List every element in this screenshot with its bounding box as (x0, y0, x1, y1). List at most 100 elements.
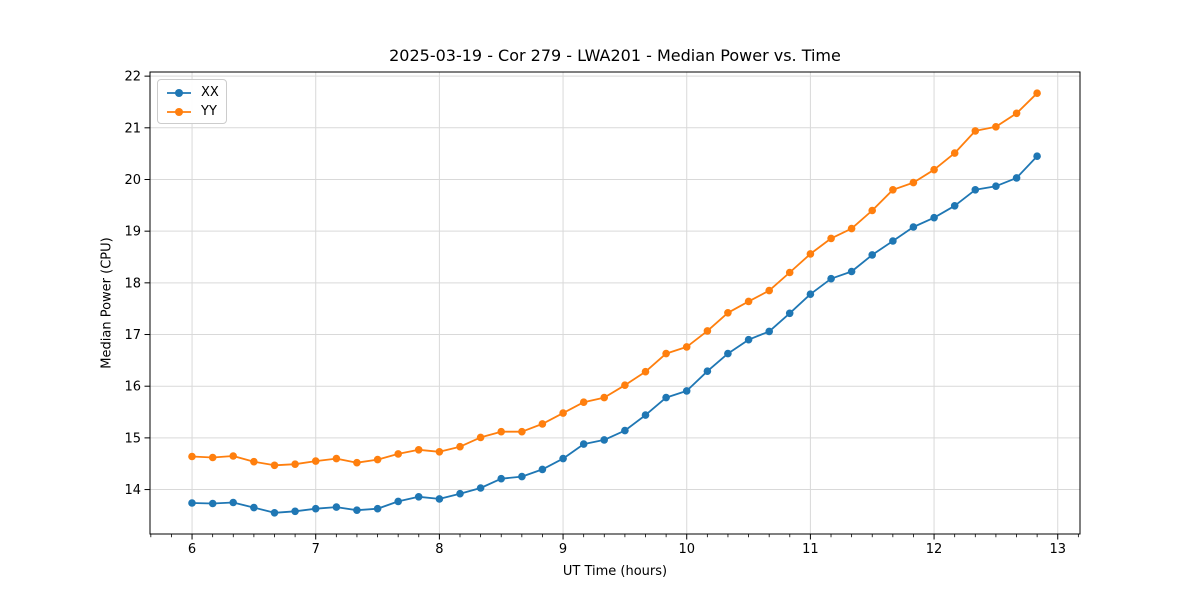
legend-label-yy: YY (201, 104, 217, 119)
legend-entry-yy: YY (164, 102, 226, 121)
data-point-YY (682, 343, 691, 351)
data-point-XX (456, 489, 464, 498)
data-point-XX (909, 223, 918, 231)
data-point-YY (950, 149, 959, 157)
data-point-YY (1012, 109, 1021, 118)
y-tick-label: 19 (124, 225, 141, 240)
data-point-YY (785, 268, 794, 277)
y-tick-label: 21 (124, 121, 141, 136)
data-point-XX (188, 499, 196, 507)
data-point-XX (559, 454, 567, 463)
y-axis-label: Median Power (CPU) (99, 237, 115, 369)
data-point-XX (641, 411, 650, 419)
y-tick-label: 16 (124, 380, 141, 395)
data-point-XX (476, 484, 485, 492)
data-point-YY (250, 457, 258, 466)
data-point-XX (950, 202, 959, 210)
plot-frame (149, 71, 1081, 535)
data-point-XX (662, 393, 670, 402)
data-point-XX (703, 367, 712, 376)
legend-line-marker-icon (167, 88, 191, 97)
data-point-YY (229, 452, 237, 460)
data-point-YY (621, 381, 629, 390)
data-point-YY (311, 457, 320, 465)
data-point-YY (765, 286, 773, 295)
data-point-XX (394, 497, 403, 506)
series-XX (188, 152, 1041, 517)
data-point-XX (311, 504, 320, 513)
data-point-XX (992, 182, 1000, 190)
data-point-YY (992, 123, 1000, 131)
data-point-YY (827, 234, 835, 243)
data-point-XX (930, 213, 938, 222)
data-point-YY (291, 460, 299, 469)
data-point-XX (724, 349, 732, 358)
y-tick-label: 18 (124, 276, 141, 291)
data-point-YY (971, 127, 980, 135)
data-point-XX (518, 472, 526, 481)
data-point-XX (806, 290, 815, 299)
data-point-YY (208, 453, 217, 462)
data-point-YY (538, 420, 547, 428)
data-point-XX (971, 186, 980, 194)
data-point-YY (414, 446, 423, 454)
data-point-YY (270, 461, 279, 470)
data-point-YY (909, 178, 918, 187)
data-point-XX (270, 509, 279, 517)
grid (150, 72, 1080, 534)
data-point-XX (414, 493, 423, 501)
legend: XX YY (157, 79, 227, 124)
data-point-YY (600, 393, 608, 402)
data-point-XX (229, 498, 237, 507)
x-tick-label: 9 (559, 542, 567, 557)
series-line-YY (191, 92, 1038, 467)
data-point-XX (497, 474, 506, 483)
data-point-XX (579, 440, 588, 448)
data-point-YY (1033, 89, 1041, 97)
data-point-YY (188, 452, 196, 461)
data-point-XX (682, 387, 691, 395)
legend-entry-xx: XX (164, 83, 226, 102)
data-point-XX (621, 426, 629, 435)
data-point-XX (889, 237, 897, 245)
data-point-YY (662, 349, 670, 358)
data-point-XX (435, 495, 444, 503)
data-point-XX (744, 335, 753, 344)
data-point-XX (250, 503, 258, 512)
chart-title: 2025-03-19 - Cor 279 - LWA201 - Median P… (389, 46, 841, 65)
data-point-YY (703, 327, 712, 335)
x-tick-label: 10 (678, 542, 695, 557)
data-point-XX (868, 251, 876, 259)
data-point-YY (744, 297, 753, 306)
data-point-XX (208, 499, 217, 508)
data-point-XX (765, 327, 773, 336)
data-point-XX (1012, 174, 1021, 182)
y-tick-label: 17 (124, 328, 141, 343)
y-tick-label: 14 (124, 483, 141, 498)
data-point-YY (559, 409, 567, 417)
series-YY (188, 89, 1041, 470)
data-point-YY (889, 186, 897, 194)
data-point-YY (724, 309, 732, 317)
x-tick-label: 8 (435, 542, 443, 557)
data-point-XX (538, 465, 547, 474)
data-point-YY (332, 454, 341, 463)
x-tick-label: 7 (312, 542, 320, 557)
data-point-YY (930, 165, 938, 174)
data-point-XX (600, 436, 608, 444)
data-point-XX (1033, 152, 1041, 160)
data-point-XX (291, 507, 299, 516)
x-tick-label: 12 (926, 542, 943, 557)
data-point-YY (435, 448, 444, 456)
data-point-YY (518, 427, 526, 436)
data-point-YY (476, 433, 485, 442)
data-point-YY (868, 206, 876, 215)
data-point-YY (847, 224, 856, 233)
data-point-YY (456, 442, 464, 451)
y-axis-ticks: 14 15 16 17 18 19 20 21 22 (124, 70, 150, 498)
data-point-XX (373, 504, 382, 513)
data-point-XX (332, 503, 341, 511)
data-point-YY (394, 450, 403, 458)
